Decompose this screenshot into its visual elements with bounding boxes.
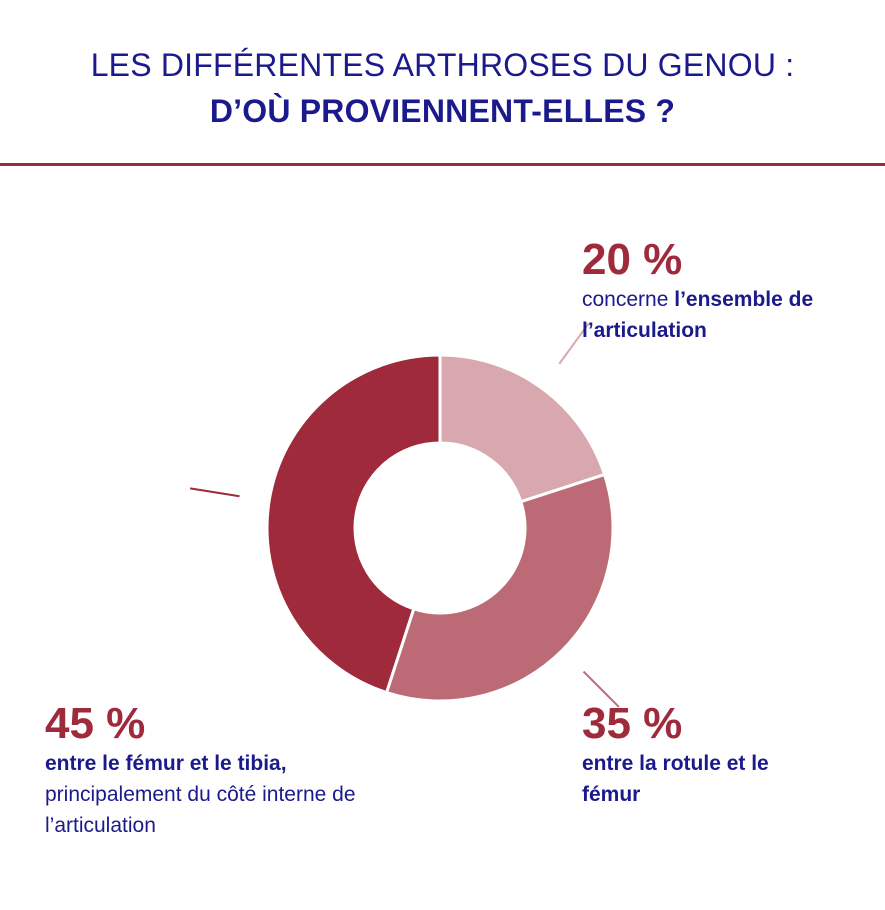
leader-line-20: [558, 322, 590, 365]
label-slice-45: 45 % entre le fémur et le tibia, princip…: [45, 700, 375, 841]
slice-45-text-plain: principalement du côté interne de l’arti…: [45, 783, 356, 837]
label-slice-20: 20 % concerne l’ensemble de l’articulati…: [582, 236, 862, 346]
label-slice-35: 35 % entre la rotule et le fémur: [582, 700, 802, 810]
slice-35-percent: 35 %: [582, 699, 683, 748]
title-divider: [0, 163, 885, 166]
slice-20-text-plain: concerne: [582, 288, 675, 311]
slice-20-percent: 20 %: [582, 235, 683, 284]
leader-line-35: [582, 670, 620, 708]
slice-45-percent: 45 %: [45, 699, 146, 748]
slice-20-text-bold: l’ensemble de l’articulation: [582, 288, 814, 342]
slice-45-text-bold: entre le fémur et le tibia,: [45, 752, 287, 775]
slice-35-text-bold: entre la rotule et le fémur: [582, 752, 769, 806]
title-line-2: D’OÙ PROVIENNENT-ELLES ?: [209, 93, 676, 129]
donut-slice-20: [438, 353, 607, 504]
donut-slice-35: [384, 472, 615, 703]
title-line-1: LES DIFFÉRENTES ARTHROSES DU GENOU :: [90, 47, 795, 83]
leader-line-45: [189, 487, 240, 498]
chart-title: LES DIFFÉRENTES ARTHROSES DU GENOU : D’O…: [0, 42, 885, 134]
donut-slice-45: [265, 353, 442, 695]
